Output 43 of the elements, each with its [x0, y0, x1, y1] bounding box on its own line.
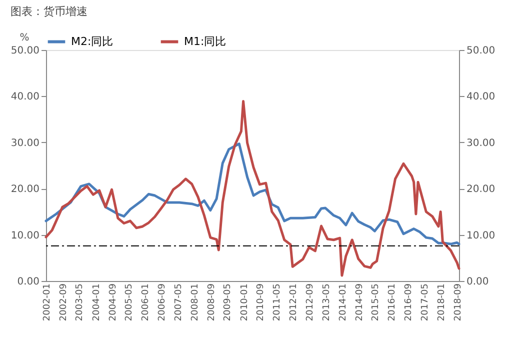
x-tick-label: 2011-05: [272, 284, 283, 322]
x-tick-label: 2004-09: [108, 283, 118, 322]
y2-tick-label: 10.00: [466, 230, 496, 242]
y-tick-label: 40.00: [10, 92, 40, 103]
x-tick-label: 2016-01: [388, 284, 398, 322]
x-tick-label: 2006-01: [141, 284, 152, 322]
x-tick-label: 2007-05: [174, 284, 184, 322]
x-tick-label: 2006-09: [158, 283, 168, 322]
x-tick-label: 2012-01: [289, 284, 300, 322]
x-tick-label: 2017-05: [420, 284, 431, 322]
x-tick-label: 2015-05: [371, 284, 382, 322]
x-tick-label: 2014-09: [354, 283, 365, 322]
x-tick-label: 2002-01: [42, 284, 52, 322]
y2-tick-label: 0.00: [466, 276, 489, 288]
legend-label: M1:同比: [184, 34, 226, 48]
y-axis-title: %: [20, 32, 30, 44]
x-tick-label: 2012-09: [306, 283, 316, 322]
x-tick-label: 2005-05: [124, 284, 135, 322]
y-tick-label: 20.00: [10, 184, 40, 196]
x-tick-label: 2018-09: [453, 283, 464, 322]
y2-tick-label: 20.00: [466, 184, 496, 196]
y-tick-label: 10.00: [10, 230, 40, 242]
y2-tick-label: 30.00: [466, 138, 496, 149]
x-tick-label: 2008-09: [206, 283, 217, 322]
y-tick-label: 0.00: [17, 276, 40, 288]
x-tick-label: 2008-01: [190, 284, 200, 322]
x-tick-label: 2004-01: [92, 284, 102, 322]
legend-label: M2:同比: [71, 34, 114, 48]
x-tick-label: 2018-01: [437, 284, 448, 322]
x-tick-label: 2009-05: [223, 284, 234, 322]
x-tick-label: 2010-01: [240, 284, 250, 322]
x-tick-label: 2013-05: [322, 284, 332, 322]
y-tick-label: 30.00: [10, 138, 40, 149]
y2-tick-label: 50.00: [466, 46, 496, 56]
x-tick-label: 2002-09: [58, 283, 69, 322]
x-tick-label: 2016-09: [404, 283, 414, 322]
y-tick-label: 50.00: [10, 46, 40, 56]
x-tick-label: 2014-01: [338, 284, 348, 322]
y2-tick-label: 40.00: [466, 92, 496, 103]
x-tick-label: 2003-05: [75, 284, 86, 322]
x-tick-label: 2010-09: [256, 283, 266, 322]
line-series: [44, 100, 460, 277]
chart-title: 图表：货币增速: [10, 5, 88, 18]
